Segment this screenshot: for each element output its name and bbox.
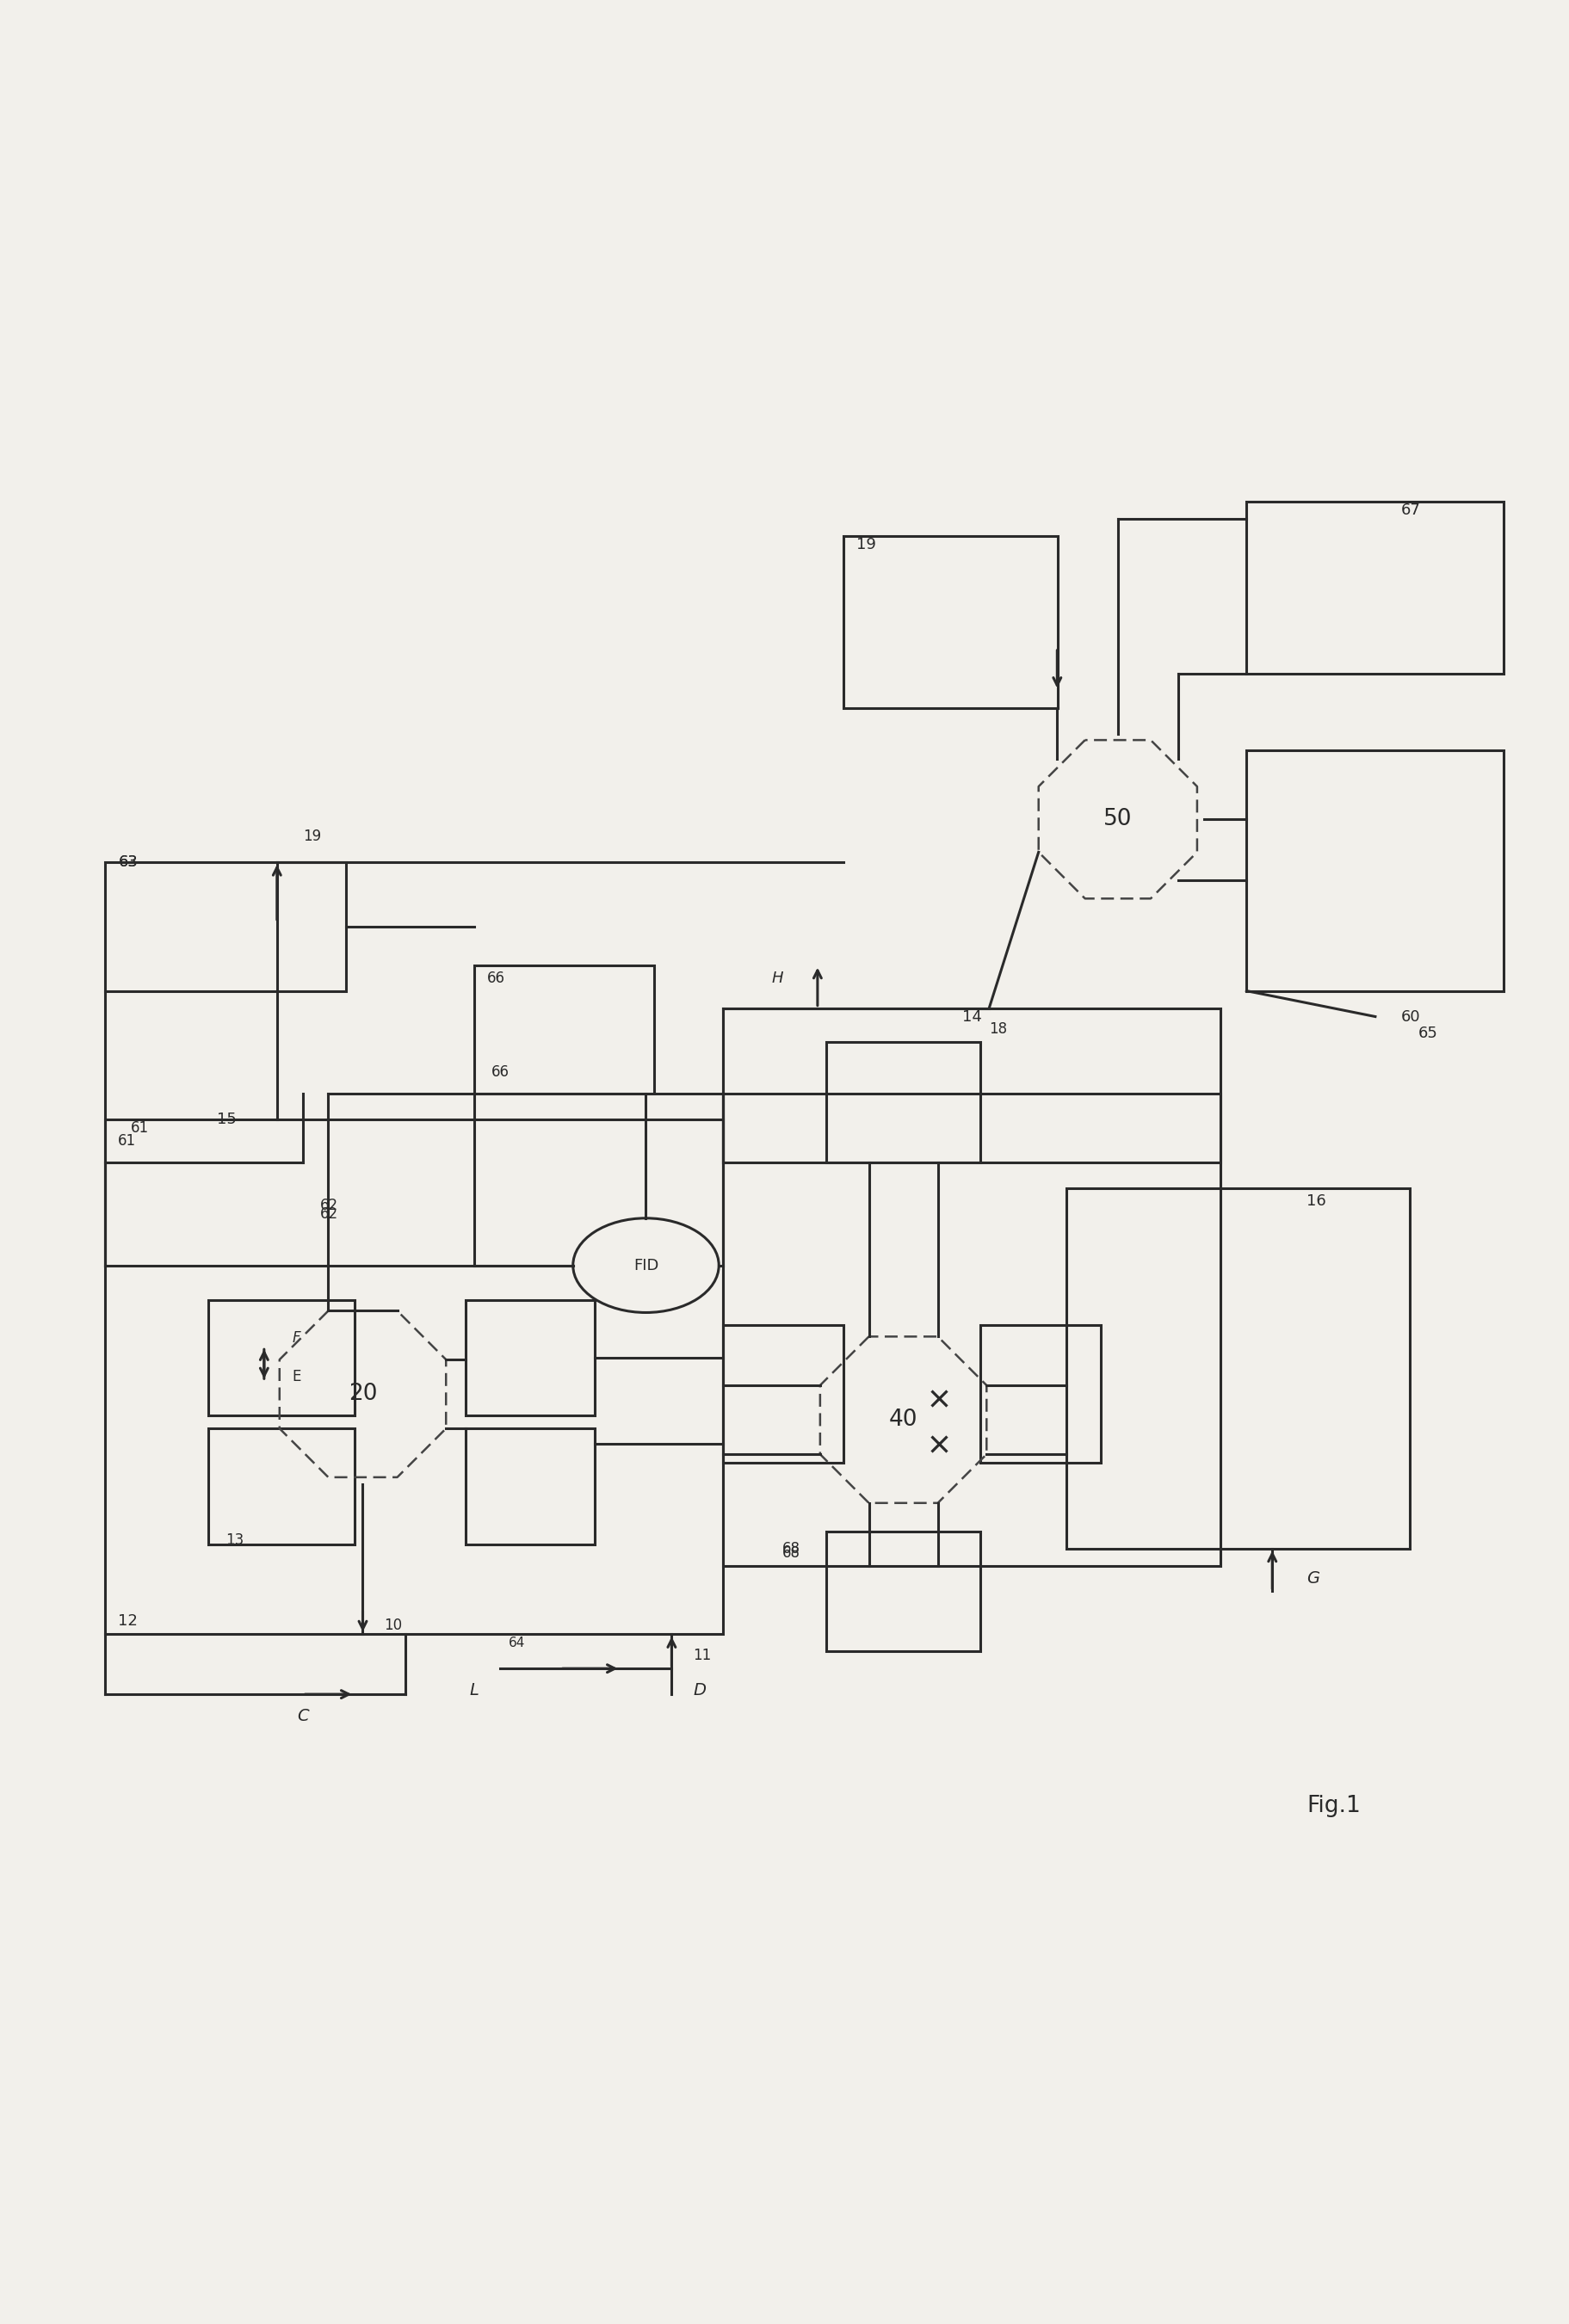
Text: 65: 65 xyxy=(1418,1025,1437,1041)
Bar xyxy=(466,1429,595,1543)
Text: 11: 11 xyxy=(693,1648,711,1664)
Bar xyxy=(723,1009,1221,1162)
Text: 14: 14 xyxy=(962,1009,982,1025)
Bar xyxy=(1246,502,1505,674)
Text: 20: 20 xyxy=(348,1383,377,1406)
Text: 62: 62 xyxy=(320,1197,337,1213)
Text: 67: 67 xyxy=(1401,502,1420,518)
Text: Fig.1: Fig.1 xyxy=(1307,1794,1360,1817)
Text: F: F xyxy=(292,1332,301,1346)
Text: 62: 62 xyxy=(320,1206,337,1222)
Text: H: H xyxy=(772,969,783,985)
Bar xyxy=(466,1299,595,1415)
Text: 61: 61 xyxy=(118,1134,137,1148)
Text: FID: FID xyxy=(634,1257,659,1274)
Text: 66: 66 xyxy=(488,969,505,985)
Text: E: E xyxy=(292,1369,301,1385)
Bar xyxy=(1246,751,1505,990)
Text: 64: 64 xyxy=(508,1636,526,1650)
Text: 40: 40 xyxy=(890,1408,918,1432)
Bar xyxy=(105,1120,723,1634)
Bar xyxy=(723,1095,1221,1566)
Bar xyxy=(105,862,345,990)
Text: 63: 63 xyxy=(118,855,138,869)
Bar xyxy=(981,1325,1101,1462)
Text: L: L xyxy=(469,1683,479,1699)
Text: 61: 61 xyxy=(132,1120,149,1136)
Bar xyxy=(209,1299,355,1415)
Text: 68: 68 xyxy=(783,1545,800,1559)
Text: 16: 16 xyxy=(1307,1192,1326,1208)
Text: 60: 60 xyxy=(1401,1009,1420,1025)
Text: D: D xyxy=(693,1683,706,1699)
Bar xyxy=(827,1532,981,1652)
Bar xyxy=(474,964,654,1095)
Bar xyxy=(827,1043,981,1162)
Text: 19: 19 xyxy=(857,537,876,553)
Text: C: C xyxy=(297,1708,309,1724)
Text: 12: 12 xyxy=(118,1613,138,1629)
Text: 10: 10 xyxy=(384,1618,402,1634)
Bar xyxy=(209,1429,355,1543)
Text: G: G xyxy=(1307,1571,1320,1587)
Text: 63: 63 xyxy=(118,855,138,869)
Text: 18: 18 xyxy=(988,1023,1007,1037)
Text: 66: 66 xyxy=(491,1064,510,1081)
Bar xyxy=(1067,1188,1409,1548)
Bar xyxy=(723,1325,843,1462)
Text: 15: 15 xyxy=(217,1111,237,1127)
Text: 68: 68 xyxy=(783,1541,800,1557)
Text: 13: 13 xyxy=(226,1532,243,1548)
Text: 19: 19 xyxy=(303,830,322,844)
Bar xyxy=(843,537,1058,709)
Text: 50: 50 xyxy=(1103,809,1133,830)
